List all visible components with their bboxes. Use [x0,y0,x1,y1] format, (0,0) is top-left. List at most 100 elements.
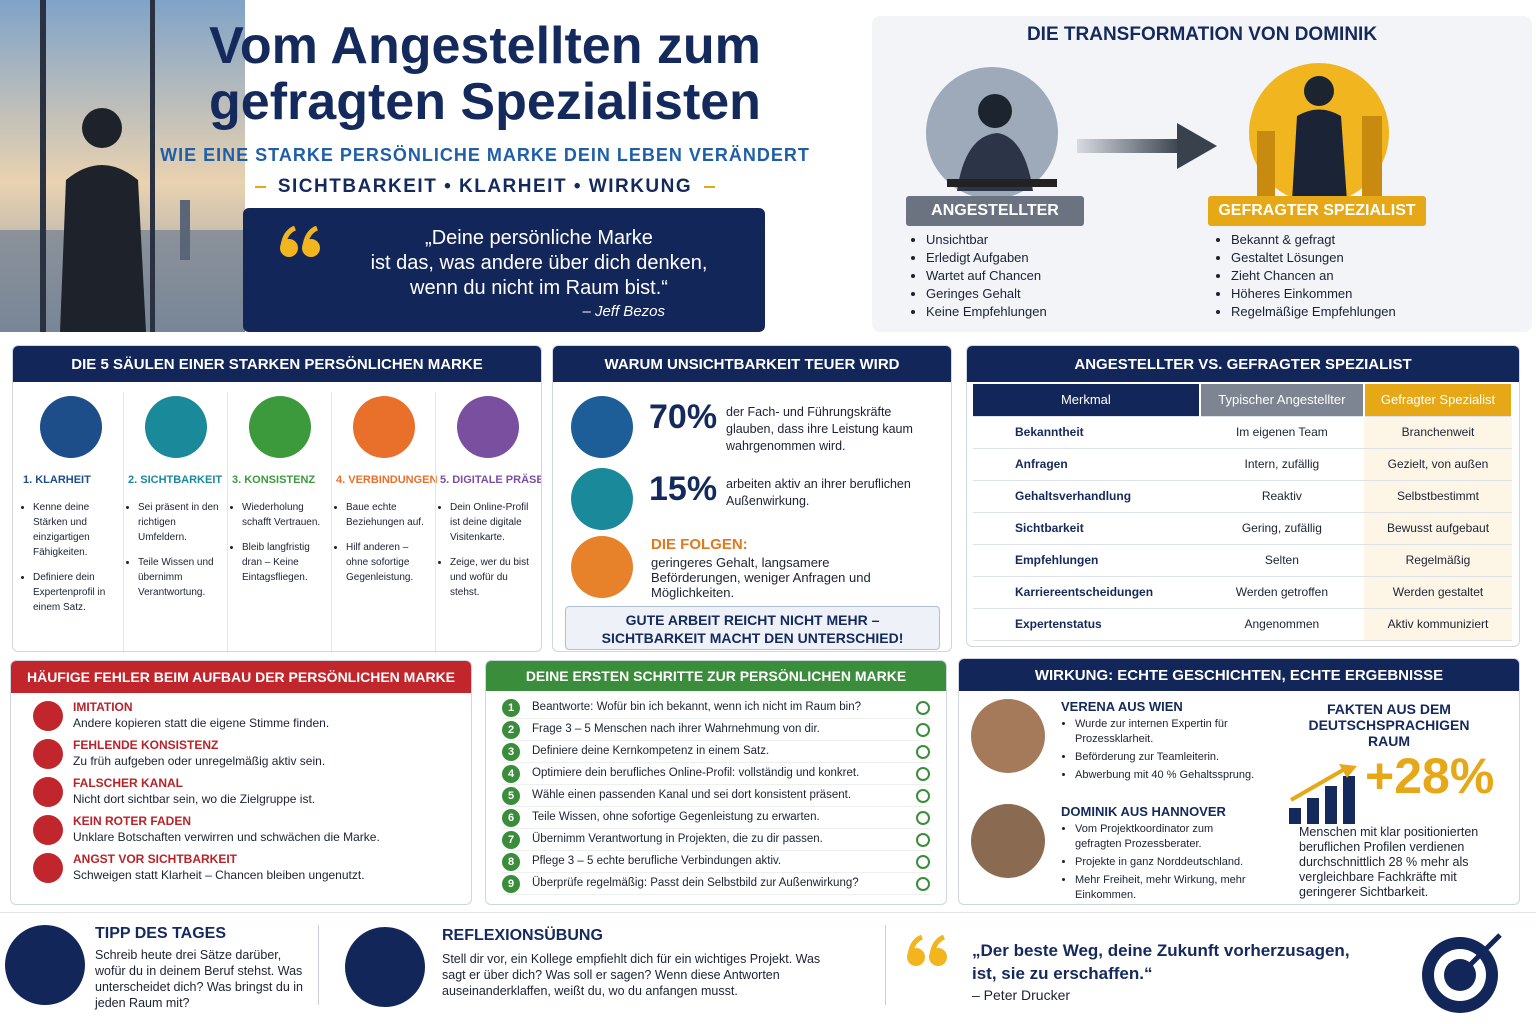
comparison-panel: ANGESTELLTER VS. GEFRAGTER SPEZIALIST Me… [966,345,1520,647]
pillars-panel: DIE 5 SÄULEN EINER STARKEN PERSÖNLICHEN … [12,345,542,652]
icon [456,396,519,458]
table-cell: Im eigenen Team [1199,416,1364,449]
icon [571,536,633,598]
icon [571,468,633,530]
table-cell: Angenommen [1199,608,1364,641]
table-cell: Werden gestaltet [1364,576,1512,609]
bullet: Abwerbung mit 40 % Gehaltssprung. [1075,768,1261,783]
step-number: 9 [502,875,520,893]
consequences-title: DIE FOLGEN: [651,536,748,553]
table-cell: Gezielt, von außen [1364,448,1512,481]
pillar-title: 5. DIGITALE PRÄSENZ [440,474,541,486]
bullet: Hilf anderen – ohne sofortige Gegenleist… [346,540,431,585]
list-item: Unsichtbar [926,232,1047,247]
pillar-title: 3. KONSISTENZ [232,474,316,486]
step-number: 6 [502,809,520,827]
story: VERENA AUS WIEN Wurde zur internen Expert… [969,697,1269,802]
steps-list: 1 Beantworte: Wofür bin ich bekannt, wenn… [502,697,930,895]
table-cell: Aktiv kommuniziert [1364,608,1512,641]
header-row: Merkmal Typischer Angestellter Gefragter S… [973,384,1513,417]
stat-figure: 15% [649,470,718,508]
pillar-bullets: Dein Online-Profil ist deine digitale Vi… [440,500,535,600]
divider [318,925,319,1005]
bullet: Beförderung zur Teamleiterin. [1075,750,1261,765]
pillar-bullets: Baue echte Beziehungen auf. Hilf anderen … [336,500,431,585]
divider [885,925,886,1005]
list-item: Erledigt Aufgaben [926,250,1047,265]
reflection-text: Stell dir vor, ein Kollege empfiehlt dic… [442,952,821,998]
stats: 70% der Fach- und Führungskräfte glauben,… [553,392,951,536]
icon [248,396,311,458]
table-cell: Expertenstatus [973,608,1200,641]
table-cell: Bewusst aufgebaut [1364,512,1512,545]
list-item: Zieht Chancen an [1231,268,1396,283]
icon [916,877,930,891]
before-list: Unsichtbar Erledigt Aufgaben Wartet auf Ch… [912,232,1047,322]
icon [916,723,930,737]
quote: „Deine persönliche Marke ist das, was and… [339,226,739,301]
list-item: Höheres Einkommen [1231,286,1396,301]
pillar: 5. DIGITALE PRÄSENZ Dein Online-Profil is… [435,392,541,651]
bullet: Vom Projektkoordinator zum gefragten Pro… [1075,822,1261,852]
footer-quote: „Der beste Weg, deine Zukunft vorherzusa… [972,939,1392,985]
bullet: Wurde zur internen Expertin für Prozessk… [1075,717,1261,747]
pillar-bullets: Wiederholung schafft Vertrauen. Bleib lan… [232,500,327,585]
pillar: 4. VERBINDUNGEN Baue echte Beziehungen au… [331,392,438,651]
table-cell: Regelmäßig [1364,544,1512,577]
icon [916,833,930,847]
tagline-row: SICHTBARKEIT • KLARHEIT • WIRKUNG [255,176,716,198]
mistake-title: KEIN ROTER FADEN [73,814,192,828]
step-number: 4 [502,765,520,783]
facts-title: FAKTEN AUS DEM DEUTSCHSPRACHIGEN RAUM [1308,701,1470,749]
icon [571,396,633,458]
before-label: ANGESTELLTER [906,196,1084,226]
before-illustration [926,67,1058,199]
icon [352,396,415,458]
callout: GUTE ARBEIT REICHT NICHT MEHR – SICHTBARK… [565,606,940,650]
invisibility-panel: WARUM UNSICHTBARKEIT TEUER WIRD 70% der F… [552,345,952,652]
list-item: Keine Empfehlungen [926,304,1047,319]
table-cell: Bekanntheit [973,416,1200,449]
stories: VERENA AUS WIEN Wurde zur internen Expert… [969,697,1269,904]
bullet: Mehr Freiheit, mehr Wirkung, mehr Einkom… [1075,873,1261,903]
comparison-table: Merkmal Typischer Angestellter Gefragter S… [973,384,1513,641]
icon [916,855,930,869]
step-text: Beantworte: Wofür bin ich bekannt, wenn … [532,701,861,713]
icon [33,815,63,845]
icon [33,739,63,769]
title-line: Vom Angestellten zum [209,17,761,75]
quote-icon [907,935,947,966]
callout-line: GUTE ARBEIT REICHT NICHT MEHR – [625,612,880,628]
bullet: Sei präsent in den richtigen Umfeldern. [138,500,223,545]
icon [916,745,930,759]
step: 5 Wähle einen passenden Kanal und sei dor… [502,785,930,807]
step-number: 1 [502,699,520,717]
table-row: Bekanntheit Im eigenen Team Branchenweit [973,416,1512,449]
pillar-bullets: Sei präsent in den richtigen Umfeldern. T… [128,500,223,600]
stat-figure: 70% [649,398,718,436]
after-label: GEFRAGTER SPEZIALIST [1208,196,1426,226]
icon [5,925,85,1005]
mistake-text: Andere kopieren statt die eigene Stimme … [73,716,330,730]
icon [916,789,930,803]
arrow [1077,123,1217,169]
quote-line: ist das, was andere über dich denken, [370,252,708,274]
story-bullets: Wurde zur internen Expertin für Prozessk… [1061,717,1261,786]
bullet: Kenne deine Stärken und einzigartigen Fä… [33,500,119,560]
mistake-text: Nicht dort sichtbar sein, wo die Zielgru… [73,792,316,806]
table-cell: Intern, zufällig [1199,448,1364,481]
story-name: DOMINIK AUS HANNOVER [1061,804,1226,819]
footer: TIPP DES TAGES Schreib heute drei Sätze … [0,912,1536,1024]
table-row: Sichtbarkeit Gering, zufällig Bewusst aufg… [973,512,1512,545]
pillar-title: 4. VERBINDUNGEN [336,474,438,486]
list-item: Geringes Gehalt [926,286,1047,301]
list-item: Wartet auf Chancen [926,268,1047,283]
step: 4 Optimiere dein berufliches Online-Profi… [502,763,930,785]
step-number: 8 [502,853,520,871]
callout-line: SICHTBARKEIT MACHT DEN UNTERSCHIED! [601,630,904,646]
main-title: Vom Angestellten zum gefragten Spezialist… [180,18,790,130]
pillar: 2. SICHTBARKEIT Sei präsent in den richti… [123,392,227,651]
story-bullets: Vom Projektkoordinator zum gefragten Pro… [1061,822,1261,904]
tagline: SICHTBARKEIT • KLARHEIT • WIRKUNG [277,176,693,197]
